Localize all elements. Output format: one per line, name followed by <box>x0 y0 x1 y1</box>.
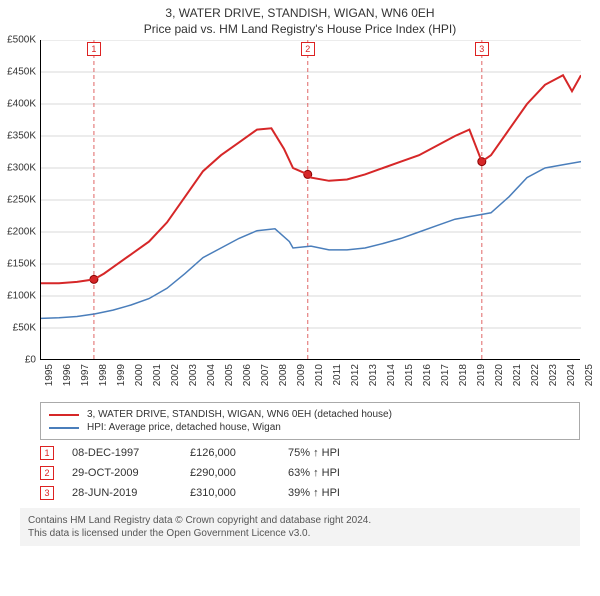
chart-area: £0£50K£100K£150K£200K£250K£300K£350K£400… <box>40 40 600 390</box>
x-tick-label: 2009 <box>296 364 307 386</box>
x-tick-label: 1998 <box>98 364 109 386</box>
x-tick-label: 2016 <box>422 364 433 386</box>
x-tick-label: 2017 <box>440 364 451 386</box>
legend-swatch-hpi <box>49 427 79 429</box>
x-tick-label: 2019 <box>476 364 487 386</box>
chart-container: 3, WATER DRIVE, STANDISH, WIGAN, WN6 0EH… <box>0 6 600 596</box>
y-tick-label: £450K <box>7 67 36 78</box>
x-tick-label: 1997 <box>80 364 91 386</box>
event-row-2: 2 29-OCT-2009 £290,000 63% ↑ HPI <box>40 466 580 480</box>
y-tick-label: £350K <box>7 131 36 142</box>
x-tick-label: 2014 <box>386 364 397 386</box>
x-tick-label: 2005 <box>224 364 235 386</box>
x-tick-label: 2015 <box>404 364 415 386</box>
x-tick-label: 2012 <box>350 364 361 386</box>
event-hpi-2: 63% ↑ HPI <box>288 467 368 479</box>
legend-label-price: 3, WATER DRIVE, STANDISH, WIGAN, WN6 0EH… <box>87 409 392 420</box>
x-tick-label: 1999 <box>116 364 127 386</box>
legend-item-hpi: HPI: Average price, detached house, Wiga… <box>49 422 571 433</box>
x-tick-label: 2003 <box>188 364 199 386</box>
legend-item-price: 3, WATER DRIVE, STANDISH, WIGAN, WN6 0EH… <box>49 409 571 420</box>
x-tick-label: 2004 <box>206 364 217 386</box>
x-tick-label: 2006 <box>242 364 253 386</box>
y-tick-label: £100K <box>7 291 36 302</box>
plot-region: 1 2 3 <box>40 40 580 360</box>
y-tick-label: £0 <box>25 355 36 366</box>
event-hpi-3: 39% ↑ HPI <box>288 487 368 499</box>
y-tick-label: £250K <box>7 195 36 206</box>
x-tick-label: 2021 <box>512 364 523 386</box>
chart-title: 3, WATER DRIVE, STANDISH, WIGAN, WN6 0EH <box>0 6 600 20</box>
chart-marker-box: 2 <box>301 42 315 56</box>
plot-svg <box>41 40 581 360</box>
legend: 3, WATER DRIVE, STANDISH, WIGAN, WN6 0EH… <box>40 402 580 440</box>
event-price-1: £126,000 <box>190 447 270 459</box>
x-tick-label: 2011 <box>332 364 343 386</box>
x-tick-label: 2007 <box>260 364 271 386</box>
event-marker-2: 2 <box>40 466 54 480</box>
event-price-3: £310,000 <box>190 487 270 499</box>
x-tick-label: 2010 <box>314 364 325 386</box>
x-tick-label: 2000 <box>134 364 145 386</box>
x-tick-label: 2023 <box>548 364 559 386</box>
chart-subtitle: Price paid vs. HM Land Registry's House … <box>0 22 600 36</box>
chart-marker-box: 3 <box>475 42 489 56</box>
x-tick-label: 2008 <box>278 364 289 386</box>
y-tick-label: £200K <box>7 227 36 238</box>
series-price_paid <box>41 75 581 283</box>
event-date-3: 28-JUN-2019 <box>72 487 172 499</box>
y-tick-label: £500K <box>7 35 36 46</box>
x-axis-labels: 1995 1996 1997 1998 1999 2000 2001 2002 2003 2004… <box>40 362 580 392</box>
chart-marker-box: 1 <box>87 42 101 56</box>
y-tick-label: £400K <box>7 99 36 110</box>
x-tick-label: 2020 <box>494 364 505 386</box>
y-tick-label: £50K <box>13 323 36 334</box>
x-tick-label: 2018 <box>458 364 469 386</box>
event-marker-3: 3 <box>40 486 54 500</box>
legend-swatch-price <box>49 414 79 416</box>
footnote-line-2: This data is licensed under the Open Gov… <box>28 527 572 540</box>
x-tick-label: 2013 <box>368 364 379 386</box>
x-tick-label: 2002 <box>170 364 181 386</box>
event-row-3: 3 28-JUN-2019 £310,000 39% ↑ HPI <box>40 486 580 500</box>
x-tick-label: 1995 <box>44 364 55 386</box>
footnote: Contains HM Land Registry data © Crown c… <box>20 508 580 546</box>
x-tick-label: 2022 <box>530 364 541 386</box>
event-hpi-1: 75% ↑ HPI <box>288 447 368 459</box>
y-tick-label: £300K <box>7 163 36 174</box>
series-hpi <box>41 162 581 319</box>
event-date-1: 08-DEC-1997 <box>72 447 172 459</box>
x-tick-label: 2001 <box>152 364 163 386</box>
footnote-line-1: Contains HM Land Registry data © Crown c… <box>28 514 572 527</box>
x-tick-label: 2025 <box>584 364 595 386</box>
legend-label-hpi: HPI: Average price, detached house, Wiga… <box>87 422 281 433</box>
y-tick-label: £150K <box>7 259 36 270</box>
event-price-2: £290,000 <box>190 467 270 479</box>
x-tick-label: 2024 <box>566 364 577 386</box>
x-tick-label: 1996 <box>62 364 73 386</box>
y-axis-labels: £0 £50K £100K £150K £200K £250K £300K £350K £400… <box>0 40 38 390</box>
event-marker-1: 1 <box>40 446 54 460</box>
event-list: 1 08-DEC-1997 £126,000 75% ↑ HPI 2 29-OC… <box>40 446 580 500</box>
event-date-2: 29-OCT-2009 <box>72 467 172 479</box>
event-row-1: 1 08-DEC-1997 £126,000 75% ↑ HPI <box>40 446 580 460</box>
